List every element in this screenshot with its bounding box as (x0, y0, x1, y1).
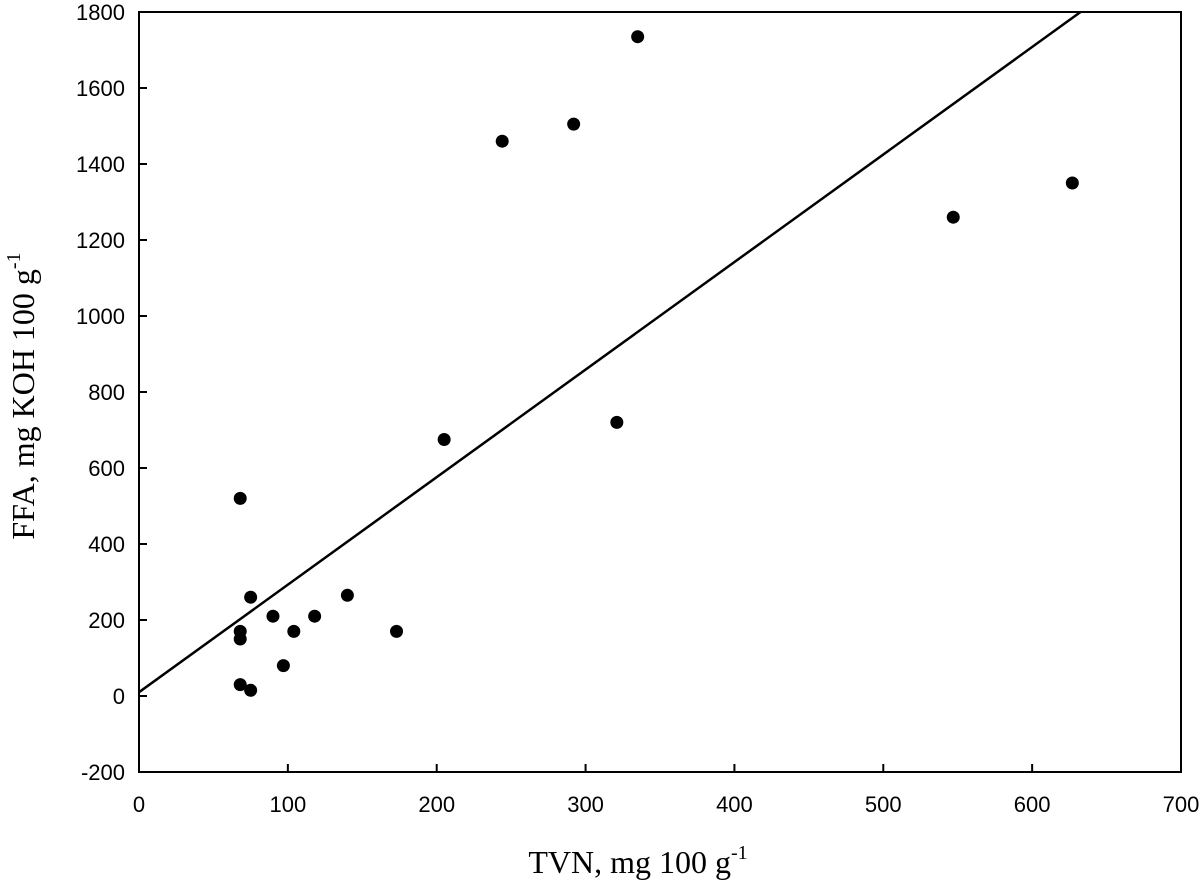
data-point (340, 588, 354, 602)
y-axis-ticks: -200 0 200 400 600 800 1000 1200 1400 1600 1800 (76, 0, 147, 785)
data-point (1065, 176, 1079, 190)
x-tick-label: 0 (133, 792, 145, 817)
data-point (946, 210, 960, 224)
x-axis-title: TVN, mg 100 g-1 (528, 842, 747, 880)
data-point (233, 491, 247, 505)
x-tick-label: 100 (269, 792, 306, 817)
y-tick-label: 1600 (76, 76, 125, 101)
data-point (390, 624, 404, 638)
data-point (437, 433, 451, 446)
x-tick-label: 700 (1163, 792, 1200, 817)
x-tick-label: 300 (567, 792, 604, 817)
data-point (244, 590, 258, 604)
x-tick-label: 600 (1014, 792, 1051, 817)
y-tick-label: 1000 (76, 304, 125, 329)
y-axis-title-main: FFA, mg KOH 100 g (5, 269, 41, 540)
data-point (233, 678, 247, 692)
data-point (610, 415, 624, 429)
data-point (266, 609, 280, 623)
data-point (287, 624, 301, 638)
y-axis-title-sup: -1 (3, 252, 25, 269)
y-tick-label: 600 (88, 456, 125, 481)
y-tick-label: 1400 (76, 152, 125, 177)
y-tick-label: 1200 (76, 228, 125, 253)
y-tick-label: 200 (88, 608, 125, 633)
data-point (631, 30, 645, 44)
data-point (495, 134, 509, 148)
plot-area-frame (138, 11, 1182, 773)
x-tick-label: 500 (865, 792, 902, 817)
x-axis-title-sup: -1 (731, 842, 748, 864)
y-tick-label: 400 (88, 532, 125, 557)
regression-line (139, 12, 1083, 694)
x-axis-title-main: TVN, mg 100 g (528, 844, 731, 880)
x-tick-label: 400 (716, 792, 753, 817)
data-point (308, 609, 322, 623)
data-points (233, 30, 1079, 697)
y-tick-label: 1800 (76, 0, 125, 25)
data-point (567, 117, 581, 131)
data-point (276, 659, 290, 673)
y-tick-label: -200 (81, 760, 125, 785)
y-tick-label: 0 (113, 684, 125, 709)
data-point (233, 632, 247, 646)
data-point (244, 683, 258, 697)
y-axis-title: FFA, mg KOH 100 g-1 (3, 252, 41, 539)
x-tick-label: 200 (418, 792, 455, 817)
y-tick-label: 800 (88, 380, 125, 405)
x-axis-ticks: 0 100 200 300 400 500 600 700 (133, 764, 1199, 817)
